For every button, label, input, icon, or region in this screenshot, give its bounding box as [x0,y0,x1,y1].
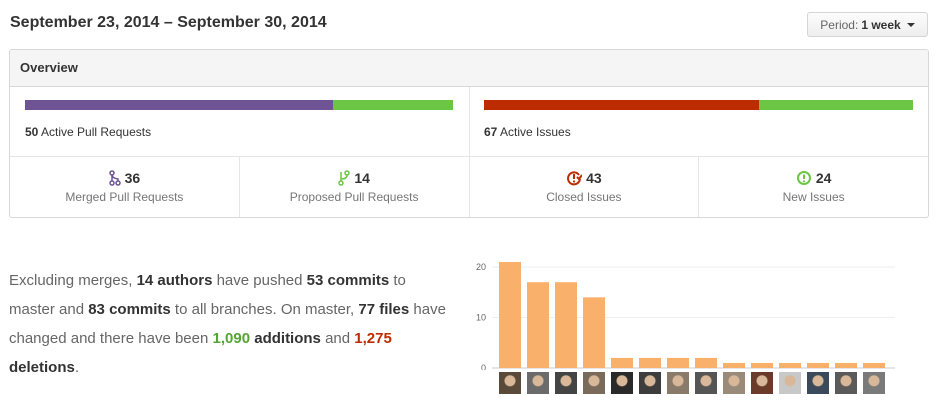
new-issues-count: 24 [815,170,832,186]
commit-bar[interactable] [583,297,605,368]
commit-summary: Excluding merges, 14 authors have pushed… [9,266,449,382]
summary-text-1: Excluding merges, [9,272,137,289]
commit-bar[interactable] [499,262,521,368]
commit-bar[interactable] [611,357,633,368]
summary-text-2: have pushed [212,272,307,289]
closed-issues-bar-segment [484,100,759,110]
merged-pull-requests-count: 36 [124,170,141,186]
all-commits-link[interactable]: 83 commits [88,301,171,318]
summary-text-4: to all branches. On master, [170,301,359,318]
authors-link[interactable]: 14 authors [136,272,213,289]
commit-bar[interactable] [695,357,717,368]
deletions-count: 1,275 [354,330,392,347]
commit-bar[interactable] [779,362,801,368]
merged-pr-icon [108,170,121,186]
master-commits-link[interactable]: 53 commits [306,272,390,289]
avatar[interactable] [751,372,773,394]
overview-panel: Overview 50 Active Pull Requests 67 Acti… [9,49,929,218]
active-issues-text: Active Issues [500,125,571,139]
commit-bar[interactable] [667,357,689,368]
commit-bar[interactable] [639,357,661,368]
avatar[interactable] [639,372,661,394]
closed-issues-stat[interactable]: 43 Closed Issues [470,157,700,217]
avatar[interactable] [807,372,829,394]
avatar[interactable] [835,372,857,394]
additions-label: additions [250,330,321,347]
active-pull-requests-text: Active Pull Requests [41,125,152,139]
commit-bar[interactable] [863,362,885,368]
closed-issues-count: 43 [586,170,602,186]
y-tick-label: 10 [476,313,486,323]
proposed-pull-requests-stat[interactable]: 14 Proposed Pull Requests [240,157,470,217]
new-issue-icon [796,171,811,185]
period-dropdown-button[interactable]: Period: 1 week [807,12,928,37]
pull-requests-summary[interactable]: 50 Active Pull Requests [10,87,470,156]
avatar[interactable] [695,372,717,394]
pull-requests-bar [25,100,453,110]
avatar[interactable] [527,372,549,394]
merged-pull-requests-stat[interactable]: 36 Merged Pull Requests [10,157,240,217]
proposed-pull-requests-count: 14 [354,170,370,186]
period-label: Period: [820,17,859,32]
active-issues-label[interactable]: 67 Active Issues [484,125,571,139]
y-tick-label: 20 [476,262,486,272]
avatar[interactable] [583,372,605,394]
avatar[interactable] [555,372,577,394]
active-pull-requests-count: 50 [25,125,39,139]
summary-text-3: to master and [9,272,406,318]
files-changed-count: 77 files [358,301,410,318]
deletions-label: deletions [9,359,75,376]
commit-bar[interactable] [555,282,577,368]
avatar[interactable] [779,372,801,394]
avatar[interactable] [499,372,521,394]
overview-title: Overview [10,50,928,87]
avatar[interactable] [723,372,745,394]
closed-issue-icon [567,171,583,186]
active-pull-requests-label[interactable]: 50 Active Pull Requests [25,125,151,139]
commit-bar[interactable] [723,362,745,368]
new-issues-bar-segment [758,100,913,110]
new-issues-stat[interactable]: 24 New Issues [699,157,928,217]
new-issues-label: New Issues [782,190,845,204]
commit-bar[interactable] [751,362,773,368]
proposed-pull-requests-label: Proposed Pull Requests [289,190,419,204]
active-issues-count: 67 [484,125,498,139]
commits-by-author-chart: 20 10 0 [476,262,895,370]
issues-summary[interactable]: 67 Active Issues [470,87,928,156]
caret-down-icon [906,22,915,27]
summary-text-7: . [74,359,80,376]
proposed-pr-bar-segment [333,100,453,110]
summary-text-6: and [320,330,355,347]
closed-issues-label: Closed Issues [546,190,622,204]
date-range-title: September 23, 2014 – September 30, 2014 [10,14,327,31]
y-tick-label: 0 [481,363,486,370]
commit-bar[interactable] [835,362,857,368]
period-value: 1 week [861,17,901,32]
additions-count: 1,090 [212,330,251,347]
avatar[interactable] [863,372,885,394]
commit-bar[interactable] [527,282,549,368]
avatar[interactable] [611,372,633,394]
avatar[interactable] [667,372,689,394]
commit-bar[interactable] [807,362,829,368]
issues-bar [484,100,913,110]
merged-pr-bar-segment [25,100,334,110]
merged-pull-requests-label: Merged Pull Requests [65,190,184,204]
summary-text-5: have changed and there have been [9,301,446,347]
proposed-pr-icon [338,170,351,186]
